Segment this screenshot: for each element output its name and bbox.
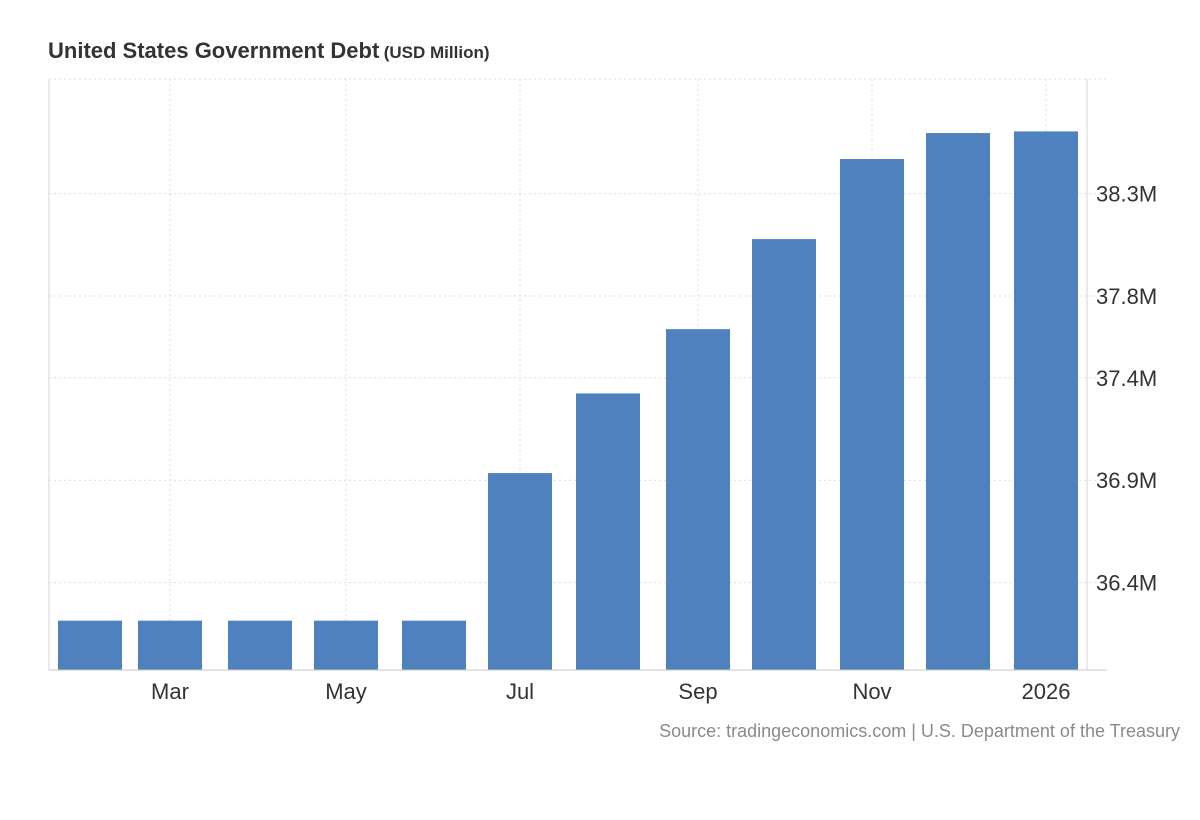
bar: [488, 473, 552, 670]
x-tick-label: 2026: [1022, 679, 1071, 704]
bars: [58, 131, 1078, 671]
bar: [666, 329, 730, 670]
chart-title: United States Government Debt (USD Milli…: [48, 38, 490, 64]
x-tick-label: Nov: [852, 679, 891, 704]
chart-title-text: United States Government Debt: [48, 38, 380, 63]
x-tick-label: Sep: [678, 679, 717, 704]
bar: [228, 620, 292, 670]
y-tick-label: 38.3M: [1096, 182, 1157, 207]
x-tick-label: May: [325, 679, 367, 704]
tick-labels: 36.4M 36.9M 37.4M 37.8M 38.3M Mar May Jul Sep Nov…: [151, 182, 1157, 704]
axes: [48, 79, 1107, 671]
bar: [58, 620, 122, 670]
y-tick-label: 37.4M: [1096, 366, 1157, 391]
bar: [402, 620, 466, 670]
bar: [752, 239, 816, 671]
chart-units: (USD Million): [383, 43, 490, 62]
y-tick-label: 36.9M: [1096, 468, 1157, 493]
source-note: Source: tradingeconomics.com | U.S. Depa…: [659, 721, 1180, 741]
x-tick-label: Mar: [151, 679, 189, 704]
bar: [138, 620, 202, 670]
bar: [840, 159, 904, 670]
bar: [314, 620, 378, 670]
bar: [1014, 131, 1078, 671]
x-tick-label: Jul: [506, 679, 534, 704]
y-tick-label: 37.8M: [1096, 284, 1157, 309]
bar: [576, 393, 640, 670]
bar: [926, 133, 990, 670]
y-tick-label: 36.4M: [1096, 571, 1157, 596]
